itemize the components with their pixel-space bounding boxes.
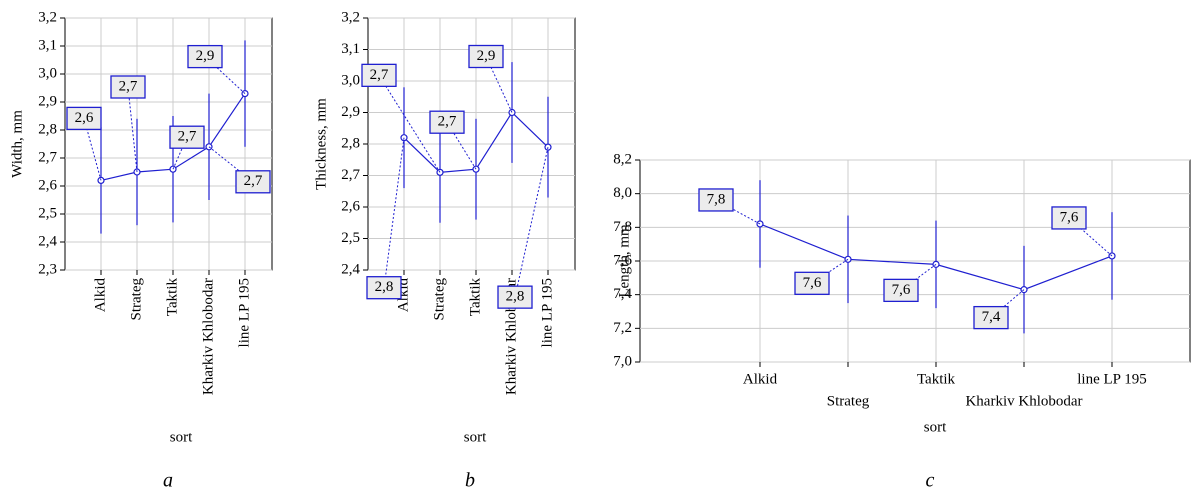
x-tick-label: Taktik bbox=[467, 278, 483, 317]
x-axis-title: sort bbox=[924, 419, 947, 435]
label-box bbox=[169, 125, 205, 149]
y-tick-label: 7,4 bbox=[613, 286, 632, 302]
label-leader bbox=[208, 146, 254, 183]
value-label: 2,7 bbox=[438, 114, 457, 130]
value-label: 7,6 bbox=[892, 282, 911, 298]
y-tick-label: 2,4 bbox=[341, 261, 360, 277]
y-tick-label: 3,0 bbox=[341, 72, 360, 88]
caption: c bbox=[926, 470, 935, 492]
label-box bbox=[698, 188, 734, 212]
value-label: 2,8 bbox=[375, 279, 394, 295]
y-tick-label: 7,2 bbox=[613, 320, 632, 336]
value-label: 2,7 bbox=[119, 78, 138, 94]
caption: b bbox=[465, 470, 475, 492]
x-tick-label: Taktik bbox=[917, 371, 956, 387]
y-tick-label: 7,0 bbox=[613, 353, 632, 369]
x-tick-label: Alkid bbox=[92, 278, 108, 313]
label-box bbox=[883, 278, 919, 303]
value-label: 2,7 bbox=[178, 129, 197, 145]
x-tick-label: line LP 195 bbox=[539, 278, 555, 347]
value-label: 2,9 bbox=[477, 48, 496, 64]
y-tick-label: 2,3 bbox=[38, 261, 57, 277]
y-tick-label: 7,8 bbox=[613, 219, 632, 235]
label-leader bbox=[1068, 217, 1113, 257]
y-tick-label: 3,0 bbox=[38, 65, 57, 81]
x-tick-label: line LP 195 bbox=[236, 278, 252, 347]
value-label: 2,8 bbox=[506, 289, 525, 305]
y-tick-label: 2,9 bbox=[341, 104, 360, 120]
x-tick-label: Strateg bbox=[431, 278, 447, 321]
label-box bbox=[973, 305, 1009, 330]
label-box bbox=[794, 271, 830, 295]
x-tick-label: Alkid bbox=[743, 371, 778, 387]
y-tick-label: 2,7 bbox=[38, 149, 57, 165]
x-tick-label: line LP 195 bbox=[1077, 371, 1146, 387]
y-tick-label: 8,2 bbox=[613, 151, 632, 167]
value-label: 7,8 bbox=[707, 191, 726, 207]
label-box bbox=[429, 110, 465, 134]
value-label: 2,6 bbox=[75, 110, 94, 126]
y-tick-label: 2,6 bbox=[38, 177, 57, 193]
y-tick-label: 2,5 bbox=[38, 205, 57, 221]
value-label: 7,4 bbox=[982, 309, 1001, 325]
label-leader bbox=[378, 75, 441, 173]
y-tick-label: 7,6 bbox=[613, 252, 632, 268]
label-box bbox=[468, 44, 504, 69]
label-box bbox=[497, 285, 533, 309]
label-box bbox=[235, 170, 271, 194]
x-tick-label: Taktik bbox=[164, 278, 180, 317]
point bbox=[1108, 252, 1116, 260]
y-tick-label: 3,1 bbox=[341, 41, 360, 57]
label-box bbox=[66, 106, 102, 131]
value-label: 7,6 bbox=[1060, 209, 1079, 225]
value-label: 7,6 bbox=[803, 275, 822, 291]
x-tick-label: Strateg bbox=[827, 393, 870, 409]
y-tick-label: 3,2 bbox=[341, 9, 360, 25]
label-box bbox=[361, 63, 397, 87]
y-tick-label: 8,0 bbox=[613, 185, 632, 201]
x-axis-title: sort bbox=[170, 429, 193, 445]
y-tick-label: 2,9 bbox=[38, 93, 57, 109]
x-tick-label: Kharkiv Khlobodar bbox=[200, 278, 216, 395]
x-tick-label: Kharkiv Khlobodar bbox=[965, 393, 1082, 409]
value-label: 2,7 bbox=[370, 67, 389, 83]
y-axis-title: Thickness, mm bbox=[313, 98, 329, 190]
label-box bbox=[1051, 206, 1087, 230]
y-axis-title: Width, mm bbox=[9, 110, 25, 178]
label-leader bbox=[514, 147, 549, 298]
y-tick-label: 3,1 bbox=[38, 37, 57, 53]
y-tick-label: 3,2 bbox=[38, 9, 57, 25]
value-label: 2,7 bbox=[244, 173, 263, 189]
y-tick-label: 2,5 bbox=[341, 230, 360, 246]
label-box bbox=[366, 276, 402, 300]
y-tick-label: 2,7 bbox=[341, 167, 360, 183]
x-tick-label: Strateg bbox=[128, 278, 144, 321]
y-axis-title: Length, mm bbox=[616, 224, 632, 298]
y-tick-label: 2,6 bbox=[341, 198, 360, 214]
caption: a bbox=[163, 470, 173, 492]
value-label: 2,9 bbox=[196, 48, 215, 64]
y-tick-label: 2,8 bbox=[341, 135, 360, 151]
label-leader bbox=[383, 137, 405, 288]
y-tick-label: 2,8 bbox=[38, 121, 57, 137]
label-box bbox=[110, 75, 146, 99]
y-tick-label: 2,4 bbox=[38, 233, 57, 249]
plot-area bbox=[64, 17, 273, 271]
x-axis-title: sort bbox=[464, 429, 487, 445]
label-box bbox=[187, 44, 223, 69]
label-leader bbox=[446, 121, 477, 170]
